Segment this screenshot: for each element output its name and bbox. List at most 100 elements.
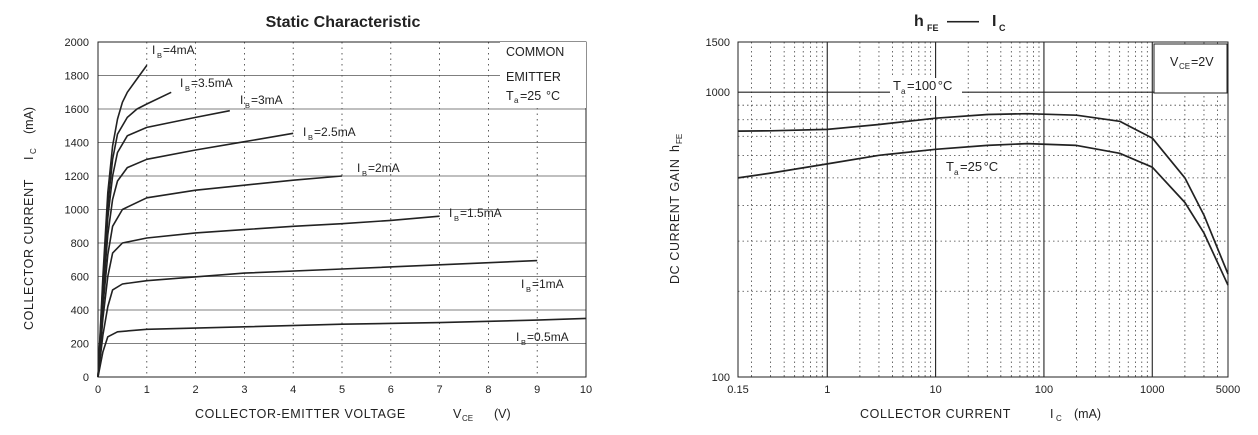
right-x-tick-label: 100: [1035, 384, 1053, 396]
curve-label-unit: °C: [984, 159, 999, 174]
left-x-tick-label: 6: [388, 384, 394, 396]
right-plot-frame: [737, 41, 1229, 378]
left-grid: [98, 42, 586, 377]
curve-label-symbol: T: [946, 159, 954, 174]
right-title-i-sub: C: [999, 23, 1006, 33]
annotation-temp-symbol: T: [506, 89, 514, 103]
curve-label-symbol: I: [516, 330, 519, 344]
curve-label-bg: [943, 159, 1015, 177]
curve-label-symbol: I: [180, 76, 183, 90]
curve-label-symbol: I: [303, 125, 306, 139]
left-x-tick-label: 4: [290, 384, 296, 396]
left-x-tick-label: 7: [437, 384, 443, 396]
left-y-tick-label: 1200: [65, 171, 89, 183]
annotation-common: COMMON: [506, 45, 564, 59]
left-x-tick-label: 10: [580, 384, 592, 396]
left-series-line: [97, 109, 230, 378]
curve-label-bg: [890, 78, 962, 96]
right-x-tick-label: 0.15: [727, 384, 748, 396]
left-curve-label: I B =4mA: [152, 43, 195, 60]
left-curve-label: I B =1mA: [521, 277, 564, 294]
left-x-tick-label: 1: [144, 384, 150, 396]
right-y-axis-symbol: h: [668, 145, 682, 152]
annotation-temp-value: =25: [520, 89, 541, 103]
right-series: [737, 112, 1229, 286]
right-x-axis-unit: (mA): [1074, 407, 1101, 421]
left-curve-label: I B =2.5mA: [303, 125, 356, 142]
curve-label-sub: a: [901, 87, 906, 96]
left-y-tick-label: 600: [71, 272, 89, 284]
left-y-tick-label: 200: [71, 339, 89, 351]
left-y-tick-label: 1600: [65, 104, 89, 116]
left-chart-title: Static Characteristic: [266, 14, 421, 31]
vce-sub: CE: [1179, 62, 1190, 71]
curve-label-value: =25: [960, 159, 982, 174]
left-y-axis-sub: C: [29, 148, 38, 154]
right-series-line: [737, 142, 1229, 286]
curve-label-symbol: I: [357, 161, 360, 175]
curve-label-sub: B: [308, 133, 313, 142]
right-title-h-sub: FE: [927, 23, 939, 33]
curve-label-sub: B: [362, 169, 367, 178]
right-x-axis-sub: C: [1056, 414, 1062, 423]
curve-label-value: =2.5mA: [314, 125, 356, 139]
left-y-axis-symbol: I: [22, 157, 36, 160]
curve-label-sub: B: [185, 84, 190, 93]
right-x-axis-title: COLLECTOR CURRENT: [860, 407, 1011, 421]
left-series: [97, 64, 587, 378]
right-x-tick-label: 1000: [1140, 384, 1164, 396]
curve-label-value: =3.5mA: [191, 76, 233, 90]
left-curve-label: I B =2mA: [357, 161, 400, 178]
right-x-tick-label: 10: [929, 384, 941, 396]
left-y-tick-label: 800: [71, 238, 89, 250]
left-y-tick-label: 1800: [65, 71, 89, 83]
left-series-line: [97, 215, 440, 378]
left-x-tick-label: 9: [534, 384, 540, 396]
left-plot-frame: [97, 41, 587, 378]
left-y-tick-label: 0: [83, 372, 89, 384]
annotation-temp-sub: a: [514, 96, 519, 105]
left-y-tick-label: 2000: [65, 37, 89, 49]
curve-label-value: =4mA: [163, 43, 195, 57]
curve-label-symbol: I: [240, 93, 243, 107]
right-y-axis-sub: FE: [675, 134, 684, 144]
curve-label-value: =3mA: [251, 93, 283, 107]
curve-label-sub: B: [245, 101, 250, 110]
curve-label-symbol: I: [152, 43, 155, 57]
right-y-tick-label: 100: [712, 372, 730, 384]
right-y-axis-title: DC CURRENT GAIN: [668, 159, 682, 284]
left-x-tick-label: 0: [95, 384, 101, 396]
curve-label-value: =0.5mA: [527, 330, 569, 344]
curve-label-sub: B: [454, 214, 459, 223]
curve-label-sub: a: [954, 168, 959, 177]
vce-box: [1153, 43, 1228, 94]
left-series-line: [97, 317, 587, 378]
left-y-axis-unit: (mA): [22, 107, 36, 134]
curve-label-unit: °C: [938, 78, 953, 93]
annotation-temp-unit: °C: [546, 89, 560, 103]
right-x-axis-symbol: I: [1050, 407, 1053, 421]
left-y-tick-label: 1000: [65, 205, 89, 217]
static-characteristic-chart: Static Characteristic 0 1 2 3 4 5 6 7 8 9 10 0 200 40…: [22, 14, 592, 423]
curve-label-symbol: I: [521, 277, 524, 291]
left-x-tick-label: 5: [339, 384, 345, 396]
right-title-sep: ——: [947, 13, 979, 30]
right-title-h: h: [914, 13, 924, 30]
left-ticks: 0 1 2 3 4 5 6 7 8 9 10 0 200 400 600 800 1000 1200 1400 160…: [65, 37, 593, 396]
curve-label-value: =1mA: [532, 277, 564, 291]
curve-label-sub: B: [157, 51, 162, 60]
left-series-line: [97, 91, 172, 378]
right-y-tick-label: 1500: [706, 37, 730, 49]
right-ticks: 0.15 1 10 100 1000 5000 100 1000 1500: [706, 37, 1241, 396]
curve-label-value: =2mA: [368, 161, 400, 175]
curve-label-sub: B: [526, 285, 531, 294]
left-y-tick-label: 400: [71, 305, 89, 317]
left-x-tick-label: 2: [193, 384, 199, 396]
left-x-tick-label: 8: [485, 384, 491, 396]
left-y-axis-title: COLLECTOR CURRENT: [22, 179, 36, 330]
left-curve-label: I B =3.5mA: [180, 76, 233, 93]
left-x-axis-sub: CE: [462, 414, 473, 423]
vce-value: =2V: [1191, 55, 1214, 69]
